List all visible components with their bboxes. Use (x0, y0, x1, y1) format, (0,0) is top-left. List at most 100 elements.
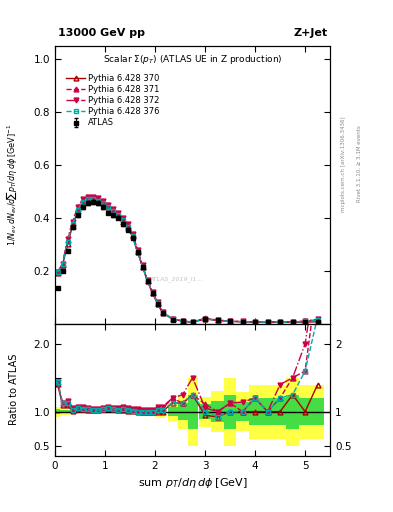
Pythia 6.428 371 (228, 318, 232, 324)
Pythia 6.428 371 (155, 300, 160, 306)
Pythia 6.428 371 (100, 199, 105, 205)
Pythia 6.428 376 (95, 198, 100, 204)
Text: 13000 GeV pp: 13000 GeV pp (58, 28, 145, 38)
Pythia 6.428 372 (145, 277, 150, 283)
Pythia 6.428 370 (160, 310, 165, 316)
Pythia 6.428 370 (125, 225, 130, 231)
Pythia 6.428 376 (115, 212, 120, 218)
Text: Scalar $\Sigma(p_T)$ (ATLAS UE in Z production): Scalar $\Sigma(p_T)$ (ATLAS UE in Z prod… (103, 53, 282, 66)
Pythia 6.428 371 (303, 318, 307, 325)
Pythia 6.428 370 (203, 316, 208, 322)
Pythia 6.428 376 (75, 207, 80, 213)
Pythia 6.428 370 (253, 319, 257, 325)
Pythia 6.428 371 (90, 195, 95, 201)
Pythia 6.428 376 (190, 319, 195, 325)
Pythia 6.428 372 (80, 196, 85, 202)
Pythia 6.428 372 (105, 202, 110, 208)
Pythia 6.428 371 (240, 318, 245, 325)
Pythia 6.428 372 (190, 319, 195, 325)
Pythia 6.428 371 (145, 278, 150, 284)
Pythia 6.428 372 (60, 261, 65, 267)
Pythia 6.428 372 (160, 309, 165, 315)
Pythia 6.428 370 (150, 290, 155, 296)
Pythia 6.428 372 (85, 194, 90, 200)
Pythia 6.428 372 (278, 318, 283, 325)
Pythia 6.428 370 (140, 264, 145, 270)
Pythia 6.428 376 (228, 318, 232, 325)
Pythia 6.428 370 (65, 241, 70, 247)
Pythia 6.428 376 (60, 261, 65, 267)
Pythia 6.428 371 (75, 205, 80, 211)
Pythia 6.428 372 (253, 319, 257, 325)
Pythia 6.428 376 (90, 196, 95, 202)
Pythia 6.428 371 (290, 319, 295, 325)
Pythia 6.428 370 (110, 208, 115, 215)
Pythia 6.428 376 (265, 319, 270, 325)
Pythia 6.428 371 (110, 207, 115, 213)
Pythia 6.428 370 (60, 262, 65, 268)
Pythia 6.428 370 (265, 319, 270, 325)
Pythia 6.428 371 (125, 223, 130, 229)
Pythia 6.428 370 (315, 318, 320, 325)
Pythia 6.428 372 (150, 289, 155, 295)
Pythia 6.428 371 (80, 198, 85, 204)
Pythia 6.428 376 (170, 316, 175, 322)
Pythia 6.428 376 (80, 199, 85, 205)
Pythia 6.428 370 (80, 200, 85, 206)
Pythia 6.428 370 (115, 212, 120, 218)
Pythia 6.428 372 (290, 319, 295, 325)
Line: Pythia 6.428 372: Pythia 6.428 372 (55, 194, 320, 325)
Pythia 6.428 371 (135, 248, 140, 254)
Pythia 6.428 372 (303, 318, 307, 324)
Pythia 6.428 376 (203, 316, 208, 322)
Pythia 6.428 371 (315, 316, 320, 323)
Pythia 6.428 372 (130, 230, 135, 237)
Line: Pythia 6.428 371: Pythia 6.428 371 (55, 196, 320, 325)
Pythia 6.428 372 (240, 318, 245, 325)
Pythia 6.428 371 (105, 203, 110, 209)
Pythia 6.428 376 (303, 318, 307, 325)
Pythia 6.428 376 (180, 318, 185, 324)
Pythia 6.428 370 (290, 319, 295, 325)
Pythia 6.428 370 (170, 316, 175, 322)
Pythia 6.428 376 (100, 200, 105, 206)
Pythia 6.428 370 (70, 223, 75, 229)
Pythia 6.428 376 (135, 249, 140, 255)
Pythia 6.428 370 (190, 319, 195, 325)
Pythia 6.428 372 (120, 215, 125, 221)
Pythia 6.428 371 (160, 309, 165, 315)
Pythia 6.428 371 (150, 290, 155, 296)
Pythia 6.428 376 (55, 269, 60, 275)
Pythia 6.428 371 (85, 195, 90, 201)
Pythia 6.428 376 (65, 239, 70, 245)
Pythia 6.428 371 (170, 316, 175, 322)
Pythia 6.428 370 (180, 318, 185, 324)
Text: mcplots.cern.ch [arXiv:1306.3436]: mcplots.cern.ch [arXiv:1306.3436] (342, 116, 346, 211)
Pythia 6.428 371 (130, 232, 135, 238)
Pythia 6.428 372 (140, 262, 145, 268)
Pythia 6.428 376 (145, 278, 150, 284)
Pythia 6.428 372 (100, 198, 105, 204)
Pythia 6.428 371 (215, 317, 220, 323)
Pythia 6.428 376 (70, 221, 75, 227)
Pythia 6.428 372 (135, 246, 140, 252)
Legend: Pythia 6.428 370, Pythia 6.428 371, Pythia 6.428 372, Pythia 6.428 376, ATLAS: Pythia 6.428 370, Pythia 6.428 371, Pyth… (65, 72, 161, 129)
Pythia 6.428 370 (105, 204, 110, 210)
Pythia 6.428 371 (140, 264, 145, 270)
Pythia 6.428 370 (228, 318, 232, 325)
Pythia 6.428 376 (160, 310, 165, 316)
Pythia 6.428 371 (203, 315, 208, 322)
Pythia 6.428 371 (180, 318, 185, 324)
Pythia 6.428 376 (120, 218, 125, 224)
Pythia 6.428 370 (75, 208, 80, 215)
Pythia 6.428 372 (75, 204, 80, 210)
Pythia 6.428 372 (95, 195, 100, 201)
Pythia 6.428 376 (85, 196, 90, 202)
Pythia 6.428 370 (155, 301, 160, 307)
Y-axis label: $1/N_{ev}\,dN_{ev}/d\!\sum p_T/d\eta\,d\phi\;[\mathrm{GeV}]^{-1}$: $1/N_{ev}\,dN_{ev}/d\!\sum p_T/d\eta\,d\… (5, 123, 19, 246)
Pythia 6.428 370 (55, 270, 60, 276)
Pythia 6.428 372 (170, 316, 175, 322)
Pythia 6.428 371 (115, 211, 120, 217)
Line: Pythia 6.428 370: Pythia 6.428 370 (55, 197, 320, 325)
Pythia 6.428 370 (130, 233, 135, 240)
